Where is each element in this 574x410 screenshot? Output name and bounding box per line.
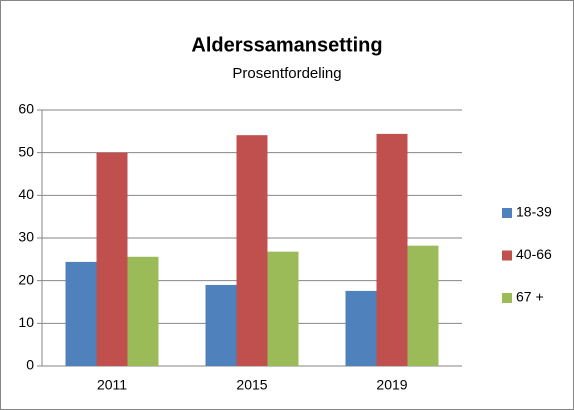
y-tick-label: 50 xyxy=(18,143,34,159)
legend-swatch xyxy=(502,250,512,261)
bar xyxy=(376,133,408,366)
y-tick-label: 0 xyxy=(26,357,34,373)
bar xyxy=(236,135,268,366)
legend-swatch xyxy=(502,293,512,303)
bar xyxy=(96,152,128,366)
y-tick-label: 30 xyxy=(18,229,34,245)
legend-label: 67 + xyxy=(516,289,544,305)
bar xyxy=(267,251,299,366)
x-tick-label: 2019 xyxy=(376,377,407,393)
legend-label: 40-66 xyxy=(516,246,552,262)
legend-swatch xyxy=(502,208,512,218)
x-tick-label: 2011 xyxy=(97,377,127,393)
y-tick-label: 40 xyxy=(18,186,34,202)
x-tick-label: 2015 xyxy=(236,377,267,393)
y-tick-label: 60 xyxy=(18,101,34,117)
bar xyxy=(65,261,97,366)
chart-subtitle: Prosentfordeling xyxy=(232,65,341,82)
chart-title: Alderssamansetting xyxy=(191,34,382,56)
bar xyxy=(407,245,439,366)
y-tick-label: 10 xyxy=(18,314,34,330)
legend-label: 18-39 xyxy=(516,204,552,220)
bar xyxy=(345,290,377,366)
y-tick-label: 20 xyxy=(18,271,34,287)
bar xyxy=(205,284,237,366)
bar xyxy=(127,256,159,366)
